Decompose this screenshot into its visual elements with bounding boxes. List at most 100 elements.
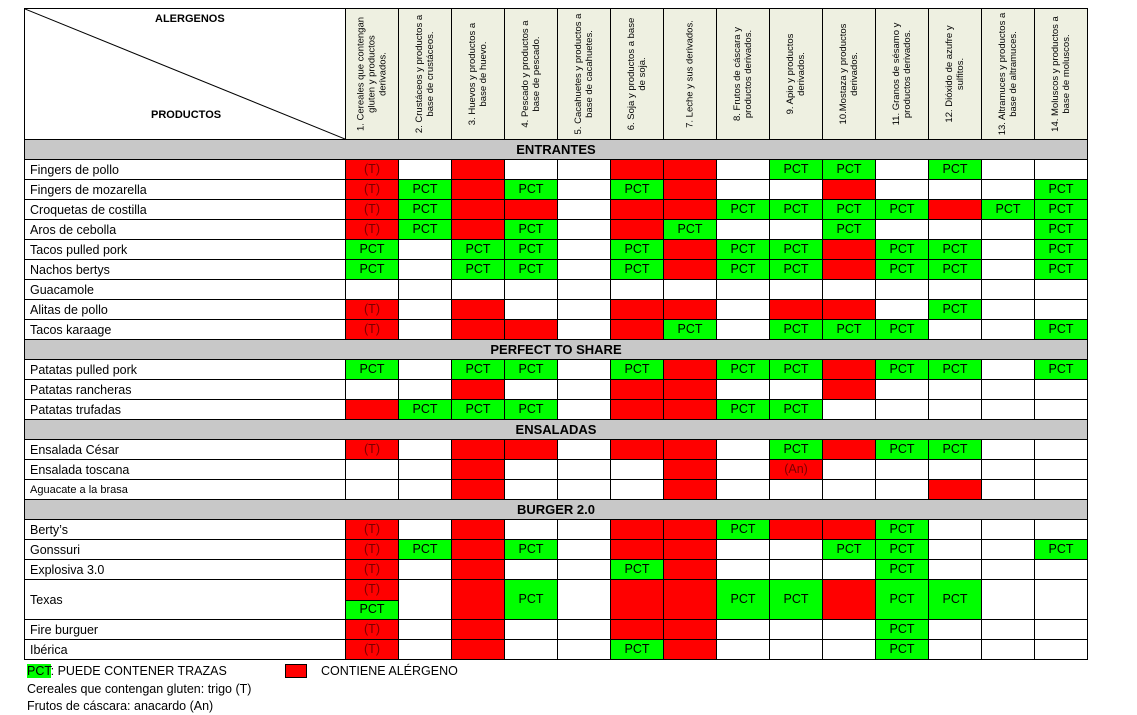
allergen-cell: PCT — [876, 240, 929, 260]
allergen-cell: (T) — [346, 160, 399, 180]
allergen-cell — [982, 300, 1035, 320]
allergen-cell: PCT — [1035, 360, 1088, 380]
product-name: Berty’s — [24, 520, 346, 540]
allergen-cell — [770, 220, 823, 240]
pct-label: PCT — [836, 542, 862, 556]
allergen-cell — [982, 560, 1035, 580]
allergen-header-12: 12. Dióxido de azufre y sulfitos. — [929, 8, 982, 140]
allergen-cell — [611, 460, 664, 480]
trace-code: (T) — [364, 182, 380, 196]
trace-code: (T) — [364, 582, 380, 596]
allergen-cell — [452, 180, 505, 200]
allergen-cell — [1035, 160, 1088, 180]
allergen-cell — [1035, 300, 1088, 320]
allergen-cell — [982, 160, 1035, 180]
allergen-header-label: 12. Dióxido de azufre y sulfitos. — [944, 25, 966, 123]
legend-traces-swatch: PCT — [27, 664, 51, 678]
allergen-cell — [399, 320, 452, 340]
pct-label: PCT — [730, 362, 756, 376]
allergen-cell — [664, 640, 717, 660]
allergen-cell — [505, 160, 558, 180]
allergen-cell — [929, 200, 982, 220]
allergen-cell: PCT — [452, 260, 505, 280]
allergen-cell — [929, 380, 982, 400]
pct-label: PCT — [889, 362, 915, 376]
allergen-cell — [823, 640, 876, 660]
allergen-header-13: 13. Altramuces y productos a base de alt… — [982, 8, 1035, 140]
allergen-cell — [399, 580, 452, 620]
allergen-cell: PCT — [505, 220, 558, 240]
pct-label: PCT — [518, 262, 544, 276]
pct-label: PCT — [624, 182, 650, 196]
allergen-header-3: 3. Huevos y productos a base de huevo. — [452, 8, 505, 140]
allergen-cell — [929, 480, 982, 500]
allergen-cell: PCT — [611, 640, 664, 660]
allergen-cell: PCT — [929, 240, 982, 260]
legend: PCT: PUEDE CONTENER TRAZAS CONTIENE ALÉR… — [27, 664, 727, 714]
allergen-cell — [346, 380, 399, 400]
pct-label: PCT — [942, 362, 968, 376]
allergen-cell — [717, 440, 770, 460]
allergen-header-11: 11. Granos de sésamo y productos derivad… — [876, 8, 929, 140]
allergen-cell — [929, 620, 982, 640]
product-name: Gonssuri — [24, 540, 346, 560]
allergen-cell: PCT — [505, 360, 558, 380]
allergen-cell — [558, 480, 611, 500]
allergen-cell — [717, 280, 770, 300]
section-header: ENSALADAS — [24, 420, 1088, 440]
allergen-cell — [558, 220, 611, 240]
pct-label: PCT — [1048, 262, 1074, 276]
allergen-cell — [452, 480, 505, 500]
allergen-header-label: 5. Cacahuetes y productos a base de caca… — [573, 13, 595, 135]
allergen-header-label: 14. Moluscos y productos a base de molus… — [1050, 16, 1072, 132]
allergen-cell: (T) — [346, 620, 399, 640]
allergen-cell — [346, 280, 399, 300]
pct-label: PCT — [889, 642, 915, 656]
allergen-cell — [664, 520, 717, 540]
allergen-cell — [929, 520, 982, 540]
allergen-cell — [823, 400, 876, 420]
allergen-cell: PCT — [611, 360, 664, 380]
allergen-cell: PCT — [611, 180, 664, 200]
product-name: Tacos pulled pork — [24, 240, 346, 260]
allergen-cell — [823, 460, 876, 480]
allergen-cell: PCT — [770, 400, 823, 420]
allergen-cell: (T) — [346, 440, 399, 460]
allergen-cell: PCT — [346, 260, 399, 280]
allergen-header-label: 11. Granos de sésamo y productos derivad… — [891, 22, 913, 126]
pct-label: PCT — [359, 262, 385, 276]
allergen-cell — [399, 240, 452, 260]
allergen-cell: PCT — [717, 260, 770, 280]
allergen-cell: PCT — [1035, 220, 1088, 240]
pct-label: PCT — [730, 202, 756, 216]
allergen-cell: PCT — [611, 260, 664, 280]
section-header: BURGER 2.0 — [24, 500, 1088, 520]
allergen-cell: PCT — [1035, 320, 1088, 340]
allergen-cell: PCT — [770, 240, 823, 260]
allergen-cell — [399, 260, 452, 280]
allergen-cell: PCT — [876, 580, 929, 620]
pct-label: PCT — [359, 362, 385, 376]
allergen-cell — [452, 580, 505, 620]
allergen-cell — [823, 240, 876, 260]
allergen-cell: PCT — [823, 540, 876, 560]
allergen-cell: PCT — [664, 220, 717, 240]
pct-label: PCT — [518, 592, 544, 606]
pct-label: PCT — [730, 402, 756, 416]
allergen-cell — [717, 540, 770, 560]
pct-label: PCT — [412, 202, 438, 216]
allergen-cell: PCT — [611, 560, 664, 580]
allergen-cell — [1035, 580, 1088, 620]
allergen-cell — [717, 480, 770, 500]
allergen-cell — [1035, 480, 1088, 500]
pct-label: PCT — [942, 302, 968, 316]
allergen-cell — [346, 400, 399, 420]
allergen-cell — [399, 360, 452, 380]
allergen-cell: PCT — [505, 240, 558, 260]
product-name: Patatas trufadas — [24, 400, 346, 420]
pct-label: PCT — [889, 262, 915, 276]
allergen-cell: PCT — [399, 400, 452, 420]
pct-label: PCT — [942, 262, 968, 276]
pct-label: PCT — [677, 322, 703, 336]
allergen-cell — [929, 180, 982, 200]
